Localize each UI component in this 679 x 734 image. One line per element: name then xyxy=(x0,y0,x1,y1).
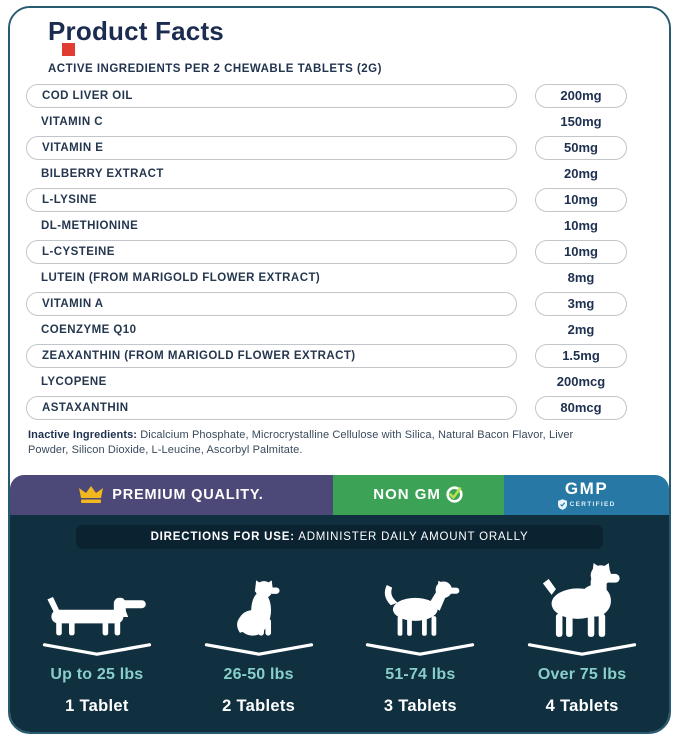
quality-badge-strip: PREMIUM QUALITY. NON GM GMP CERTIFIED xyxy=(10,474,669,515)
table-row: LYCOPENE 200mcg xyxy=(26,369,627,394)
dosage-grid: Up to 25 lbs 1 Tablet xyxy=(16,559,663,716)
ingredient-amount: 200mcg xyxy=(556,374,606,389)
table-row: COENZYME Q10 2mg xyxy=(26,317,627,342)
ingredient-name: VITAMIN C xyxy=(41,115,103,128)
medium-dog-icon xyxy=(385,580,460,636)
non-gmo-badge: NON GM xyxy=(332,474,505,515)
sitting-dog-icon xyxy=(236,580,280,636)
dosage-column-large: Over 75 lbs 4 Tablets xyxy=(501,559,663,716)
ingredient-name: ASTAXANTHIN xyxy=(26,395,517,420)
weight-range-label: 26-50 lbs xyxy=(223,665,294,683)
ingredient-name: LUTEIN (FROM MARIGOLD FLOWER EXTRACT) xyxy=(41,271,321,284)
ingredient-amount: 50mg xyxy=(535,135,627,160)
ingredient-amount: 8mg xyxy=(567,270,595,285)
table-row: LUTEIN (FROM MARIGOLD FLOWER EXTRACT) 8m… xyxy=(26,265,627,290)
ingredient-name: BILBERRY EXTRACT xyxy=(41,167,164,180)
table-row: ZEAXANTHIN (FROM MARIGOLD FLOWER EXTRACT… xyxy=(26,343,627,368)
red-square-accent xyxy=(62,43,75,56)
ingredient-amount: 10mg xyxy=(535,187,627,212)
gmp-certified-row: CERTIFIED xyxy=(557,499,616,510)
product-facts-card: Product Facts ACTIVE INGREDIENTS PER 2 C… xyxy=(8,6,671,734)
directions-panel: DIRECTIONS FOR USE: ADMINISTER DAILY AMO… xyxy=(10,514,669,732)
tablet-count-label: 4 Tablets xyxy=(545,696,619,715)
table-row: VITAMIN E 50mg xyxy=(26,135,627,160)
shield-icon xyxy=(557,499,567,510)
table-row: L-LYSINE 10mg xyxy=(26,187,627,212)
page-title: Product Facts xyxy=(48,16,224,46)
weight-range-label: 51-74 lbs xyxy=(385,665,456,683)
dosage-column-medium-small: 26-50 lbs 2 Tablets xyxy=(178,559,340,716)
gmp-certified-label: CERTIFIED xyxy=(569,500,616,508)
table-row: BILBERRY EXTRACT 20mg xyxy=(26,161,627,186)
ingredient-name: COD LIVER OIL xyxy=(26,83,517,108)
size-bracket-icon xyxy=(366,642,475,656)
ingredient-name: L-LYSINE xyxy=(26,187,517,212)
ingredient-name: COENZYME Q10 xyxy=(41,323,137,336)
premium-quality-badge: PREMIUM QUALITY. xyxy=(10,474,333,515)
tablet-count-label: 2 Tablets xyxy=(222,696,296,715)
ingredient-name: VITAMIN E xyxy=(26,135,517,160)
ingredient-amount: 10mg xyxy=(564,218,598,233)
tablet-count-label: 1 Tablet xyxy=(65,696,129,715)
directions-label: DIRECTIONS FOR USE: xyxy=(150,530,295,543)
ingredient-amount: 200mg xyxy=(535,83,627,108)
tablet-count-label: 3 Tablets xyxy=(383,696,457,715)
active-ingredients-subtitle: ACTIVE INGREDIENTS PER 2 CHEWABLE TABLET… xyxy=(48,63,382,75)
size-bracket-icon xyxy=(204,642,313,656)
ingredients-table: COD LIVER OIL 200mg VITAMIN C 150mg VITA… xyxy=(26,83,627,420)
large-dog-icon xyxy=(543,562,620,637)
dosage-column-medium-large: 51-74 lbs 3 Tablets xyxy=(340,559,502,716)
weight-range-label: Up to 25 lbs xyxy=(50,665,144,683)
non-gmo-label: NON GM xyxy=(373,486,441,504)
table-row: L-CYSTEINE 10mg xyxy=(26,239,627,264)
table-row: ASTAXANTHIN 80mcg xyxy=(26,395,627,420)
inactive-ingredients-text: Dicalcium Phosphate, Microcrystalline Ce… xyxy=(28,429,574,457)
directions-text: ADMINISTER DAILY AMOUNT ORALLY xyxy=(298,530,529,543)
ingredient-name: L-CYSTEINE xyxy=(26,239,517,264)
size-bracket-icon xyxy=(42,642,152,656)
gmp-label: GMP xyxy=(564,478,609,498)
ingredient-amount: 150mg xyxy=(560,114,602,129)
ingredient-name: DL-METHIONINE xyxy=(41,219,139,232)
table-row: VITAMIN A 3mg xyxy=(26,291,627,316)
ingredient-name: LYCOPENE xyxy=(41,375,107,388)
ingredient-amount: 80mcg xyxy=(535,395,627,420)
inactive-ingredients: Inactive Ingredients: Dicalcium Phosphat… xyxy=(28,428,607,459)
dachshund-dog-icon xyxy=(47,596,146,636)
ingredient-amount: 1.5mg xyxy=(535,343,627,368)
inactive-ingredients-label: Inactive Ingredients: xyxy=(28,429,138,441)
ingredient-amount: 2mg xyxy=(567,322,595,337)
ingredient-amount: 20mg xyxy=(564,166,598,181)
size-bracket-icon xyxy=(527,642,637,656)
premium-quality-label: PREMIUM QUALITY. xyxy=(112,486,264,503)
directions-bar: DIRECTIONS FOR USE: ADMINISTER DAILY AMO… xyxy=(76,524,603,549)
crown-icon xyxy=(79,485,104,503)
active-ingredients-panel: Product Facts ACTIVE INGREDIENTS PER 2 C… xyxy=(10,8,669,475)
table-row: VITAMIN C 150mg xyxy=(26,109,627,134)
weight-range-label: Over 75 lbs xyxy=(537,665,627,683)
table-row: DL-METHIONINE 10mg xyxy=(26,213,627,238)
ingredient-amount: 10mg xyxy=(535,239,627,264)
ingredient-amount: 3mg xyxy=(535,291,627,316)
gmp-certified-badge: GMP CERTIFIED xyxy=(504,474,669,515)
table-row: COD LIVER OIL 200mg xyxy=(26,83,627,108)
ingredient-name: ZEAXANTHIN (FROM MARIGOLD FLOWER EXTRACT… xyxy=(26,343,517,368)
ingredient-name: VITAMIN A xyxy=(26,291,517,316)
leaf-check-o-icon xyxy=(446,486,463,503)
dosage-column-small: Up to 25 lbs 1 Tablet xyxy=(16,559,178,716)
